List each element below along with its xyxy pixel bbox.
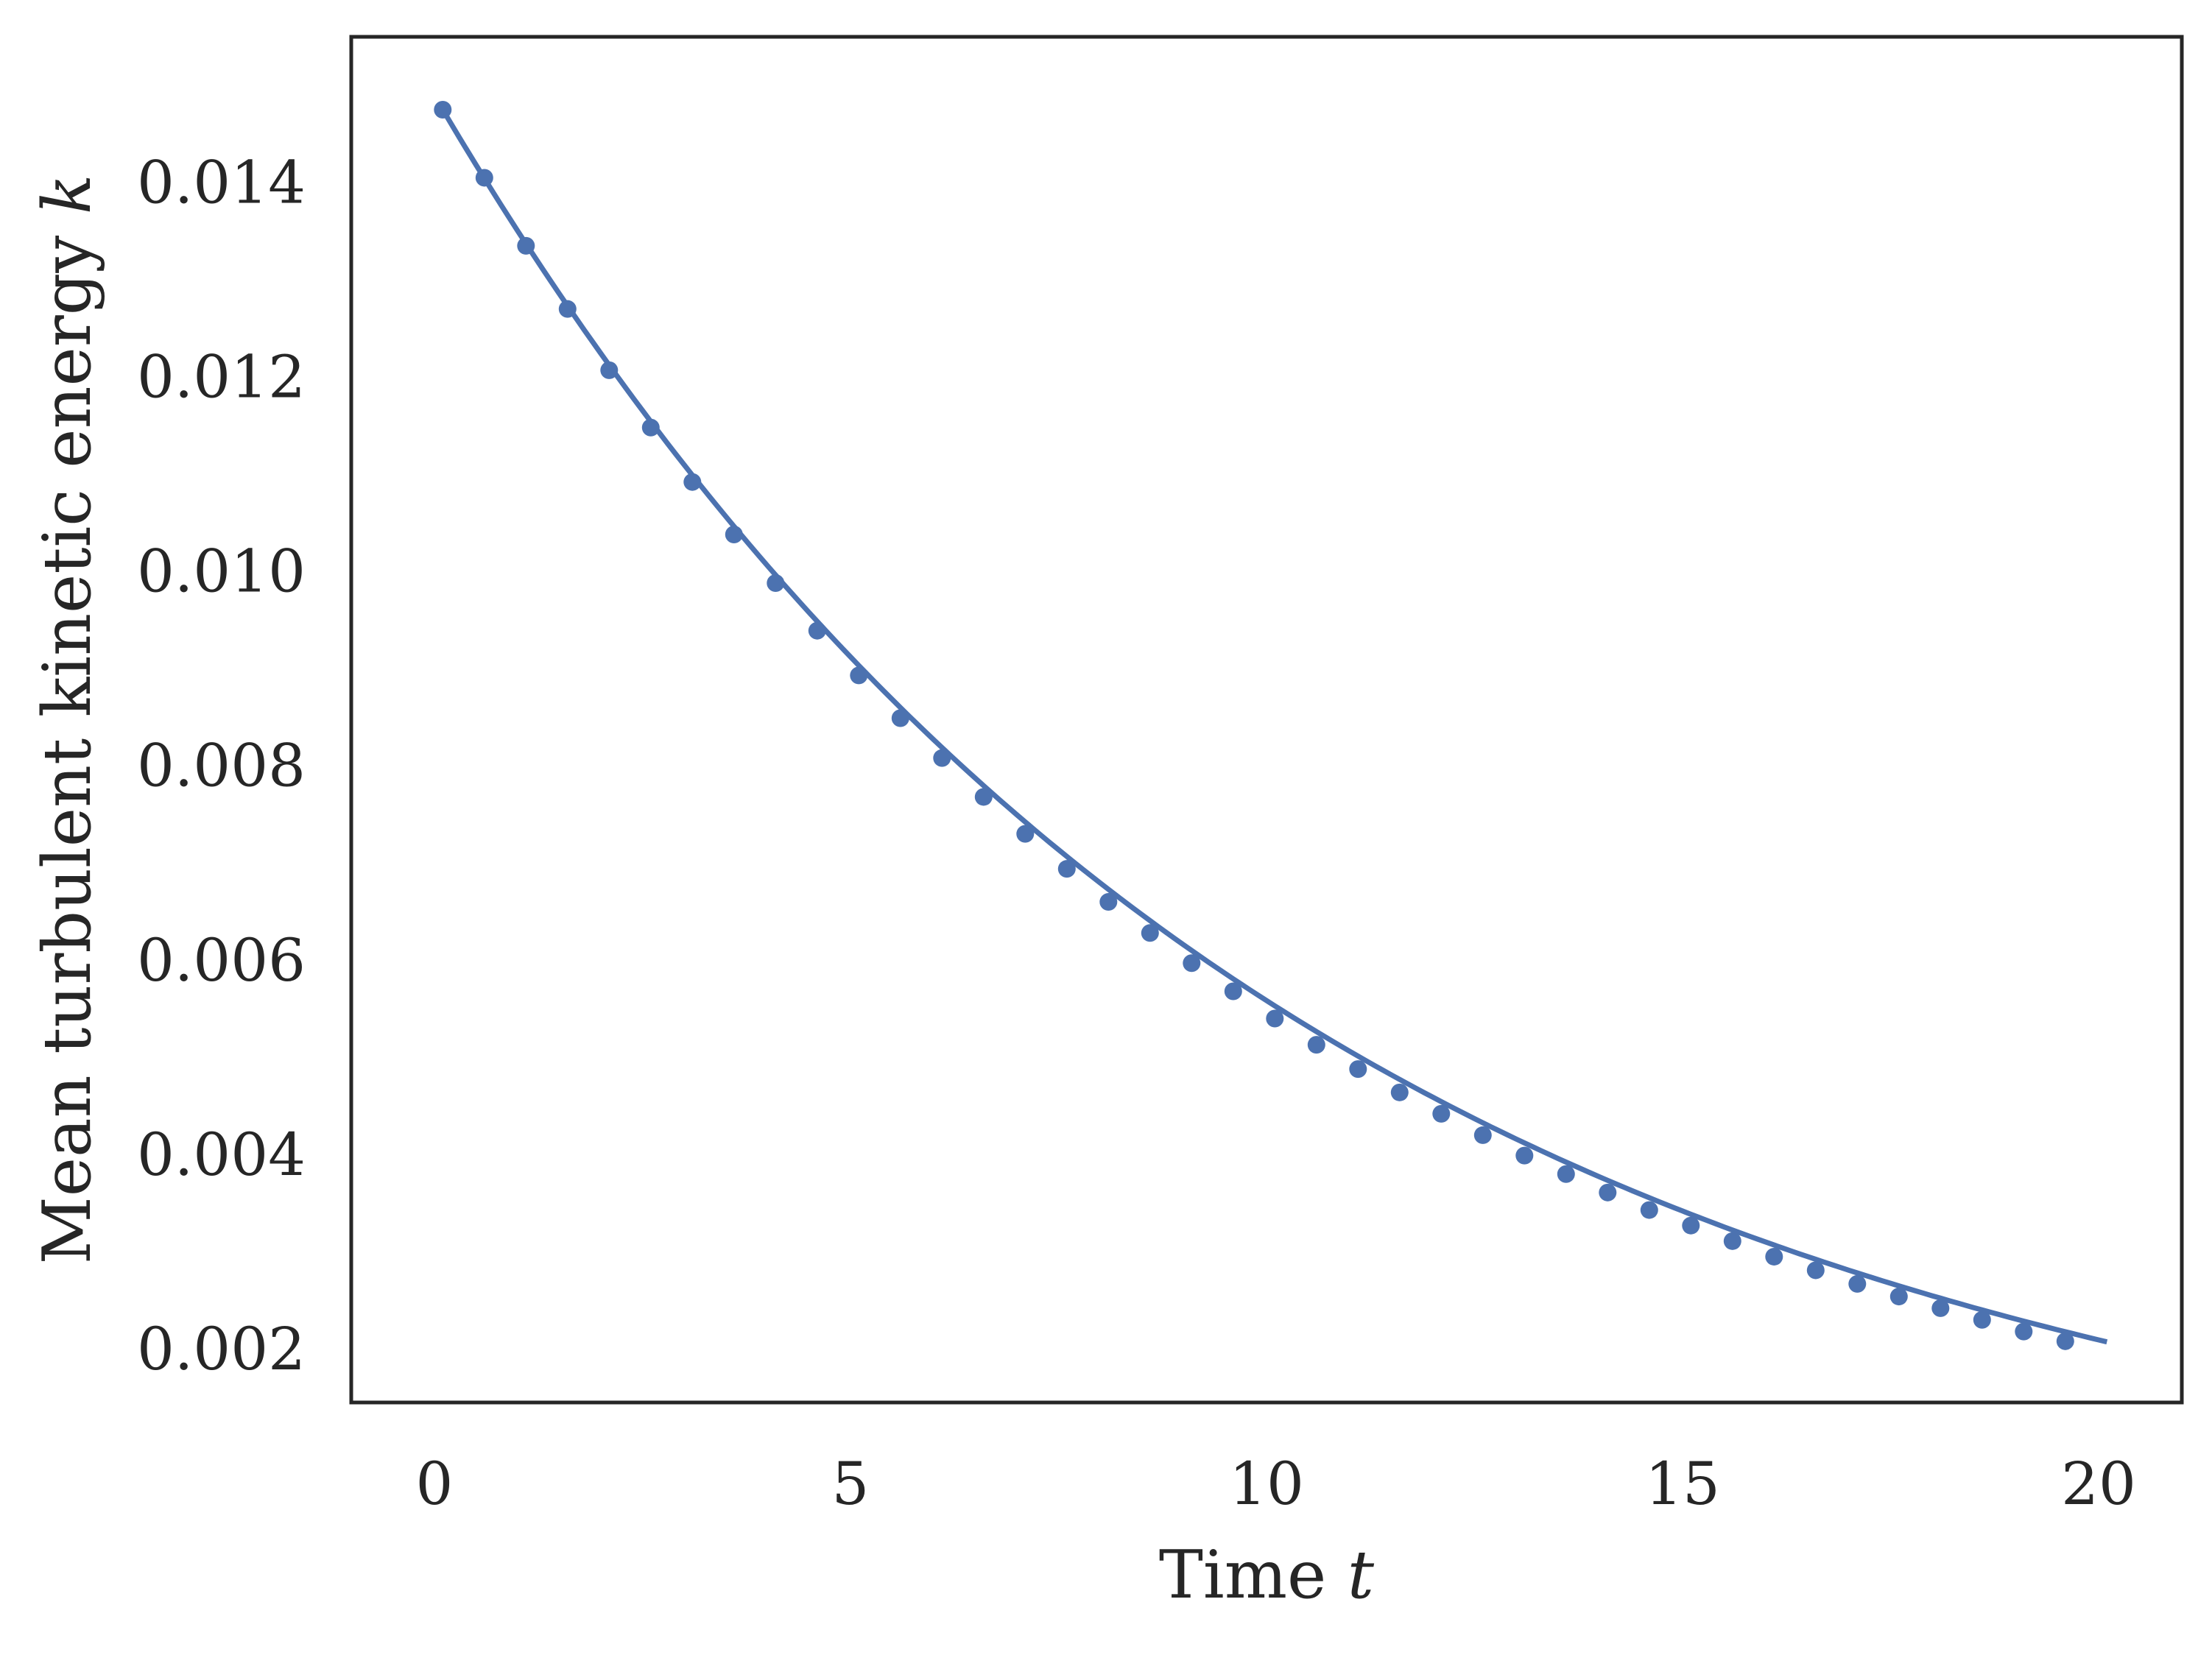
plot-area — [434, 101, 2108, 1350]
data-point — [1307, 1036, 1325, 1054]
data-point — [434, 101, 452, 119]
data-point — [2056, 1332, 2074, 1350]
data-point — [1806, 1261, 1825, 1280]
x-axis-label-text: Time — [1159, 1536, 1348, 1614]
y-axis-variable: k — [29, 174, 106, 215]
y-tick-label: 0.010 — [137, 537, 306, 606]
data-point — [808, 621, 826, 640]
data-point — [1682, 1216, 1700, 1235]
data-point — [1931, 1299, 1950, 1317]
x-axis-ticks: 0 5 10 15 20 — [416, 1450, 2136, 1518]
data-point — [1057, 860, 1076, 878]
data-point — [1141, 924, 1159, 942]
x-axis-variable: t — [1348, 1536, 1375, 1614]
data-point — [1723, 1232, 1741, 1250]
y-tick-label: 0.012 — [137, 343, 306, 412]
data-point — [1599, 1183, 1617, 1201]
y-tick-label: 0.004 — [137, 1121, 306, 1189]
data-point — [725, 525, 743, 543]
y-tick-label: 0.014 — [137, 149, 306, 217]
data-point — [1765, 1247, 1783, 1266]
data-point — [517, 236, 535, 255]
data-point — [1224, 982, 1242, 1001]
data-point — [1515, 1146, 1534, 1165]
data-point — [475, 169, 493, 187]
data-point — [683, 473, 702, 491]
data-point — [891, 709, 909, 727]
data-point — [1640, 1201, 1658, 1219]
y-tick-label: 0.008 — [137, 732, 306, 800]
data-point — [600, 361, 619, 379]
x-tick-label: 10 — [1229, 1450, 1304, 1518]
data-point — [1473, 1126, 1492, 1144]
data-point — [2015, 1322, 2033, 1341]
data-point — [933, 749, 951, 767]
data-point — [974, 788, 993, 806]
data-point — [1973, 1310, 1991, 1329]
y-axis-ticks: 0.002 0.004 0.006 0.008 0.010 0.012 0.014 — [137, 149, 306, 1383]
data-point — [1183, 954, 1201, 973]
x-axis-title: Time t — [1159, 1536, 1375, 1614]
y-axis-label-text: Mean turbulent kinetic energy — [29, 214, 106, 1264]
data-point — [1557, 1165, 1575, 1183]
data-point — [767, 574, 785, 592]
x-tick-label: 5 — [832, 1450, 870, 1518]
y-tick-label: 0.006 — [137, 926, 306, 995]
series-line — [440, 108, 2108, 1345]
x-tick-label: 0 — [416, 1450, 454, 1518]
data-point — [558, 300, 577, 318]
data-point — [1432, 1104, 1451, 1123]
data-point — [1889, 1288, 1908, 1306]
data-point — [1266, 1009, 1284, 1028]
data-point — [1390, 1083, 1409, 1101]
data-point — [850, 666, 868, 685]
plot-frame — [349, 35, 2184, 1405]
x-tick-label: 15 — [1645, 1450, 1720, 1518]
y-axis-title: Mean turbulent kinetic energy k — [29, 174, 106, 1265]
data-point — [1016, 825, 1035, 843]
x-tick-label: 20 — [2061, 1450, 2136, 1518]
data-point — [1848, 1274, 1867, 1293]
y-tick-label: 0.002 — [137, 1315, 306, 1383]
data-point — [1349, 1060, 1367, 1079]
data-point — [1099, 893, 1118, 911]
data-point — [641, 418, 660, 437]
